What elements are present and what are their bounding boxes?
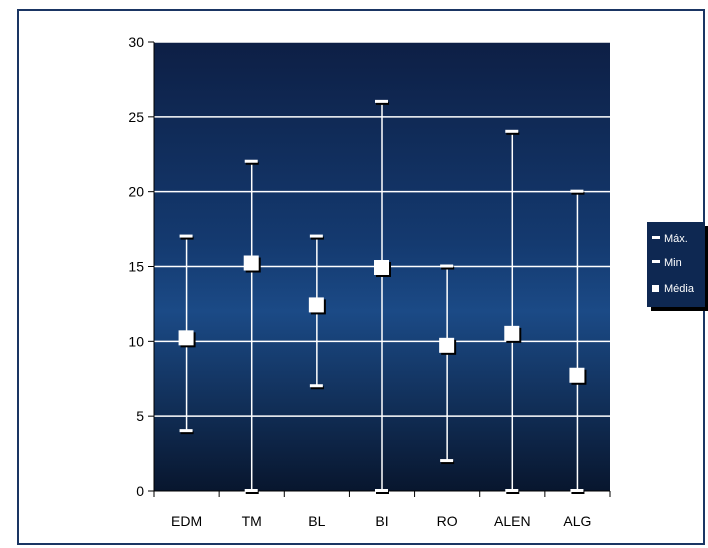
max-cap-shadow (506, 131, 520, 135)
max-cap-shadow (180, 236, 194, 240)
max-cap-shadow (245, 161, 259, 165)
legend-min-swatch (652, 260, 660, 263)
max-cap (244, 159, 258, 163)
y-tick-label: 30 (128, 34, 144, 50)
x-tick-label: ALG (563, 513, 591, 529)
min-cap (440, 459, 454, 463)
min-cap (309, 384, 323, 388)
error-bars (179, 99, 585, 494)
y-tick-label: 0 (136, 483, 144, 499)
x-tick-label: RO (437, 513, 458, 529)
mean-marker (243, 255, 259, 271)
legend-max-label: Máx. (664, 233, 688, 245)
y-tick-label: 15 (128, 259, 144, 275)
legend-min-label: Min (664, 257, 682, 269)
x-tick-label: ALEN (494, 513, 531, 529)
min-cap-shadow (310, 386, 324, 390)
mean-marker (178, 330, 194, 346)
min-cap (505, 489, 519, 492)
x-tick-label: BI (375, 513, 388, 529)
y-tick-label: 5 (136, 408, 144, 424)
legend-mean-swatch (652, 285, 659, 292)
min-cap-shadow (441, 461, 455, 465)
tick-labels: 0 5 10 15 20 25 30 EDM TM BL BI RO ALEN ALG (128, 34, 591, 529)
max-cap-shadow (310, 236, 324, 240)
max-cap (309, 234, 323, 238)
max-cap-shadow (376, 101, 389, 105)
mean-marker (374, 259, 389, 275)
mean-markers (178, 255, 587, 385)
max-cap (570, 189, 584, 193)
x-tick-label: BL (308, 513, 325, 529)
min-cap-shadow (180, 431, 194, 435)
min-cap (244, 489, 258, 492)
max-cap (179, 234, 193, 238)
min-cap-shadow (571, 491, 585, 494)
max-cap-shadow (441, 266, 455, 270)
max-cap (505, 129, 519, 133)
x-tick-label: TM (242, 513, 262, 529)
mean-marker (504, 325, 520, 341)
min-cap (570, 489, 584, 492)
max-cap-shadow (571, 191, 585, 195)
x-tick-label: EDM (171, 513, 202, 529)
legend: Máx. Min Média (647, 222, 708, 311)
max-cap (375, 99, 388, 103)
legend-mean-label: Média (664, 283, 695, 295)
min-cap-shadow (506, 491, 520, 494)
min-cap-shadow (245, 491, 259, 494)
max-cap (440, 264, 454, 268)
y-tick-label: 25 (128, 109, 144, 125)
min-cap-shadow (376, 491, 389, 494)
mean-marker (308, 297, 324, 313)
legend-max-swatch (652, 236, 660, 239)
min-cap (375, 489, 388, 492)
min-cap (179, 429, 193, 433)
mean-marker (569, 367, 585, 383)
mean-marker (439, 337, 455, 353)
y-tick-label: 10 (128, 333, 144, 349)
y-tick-label: 20 (128, 184, 144, 200)
